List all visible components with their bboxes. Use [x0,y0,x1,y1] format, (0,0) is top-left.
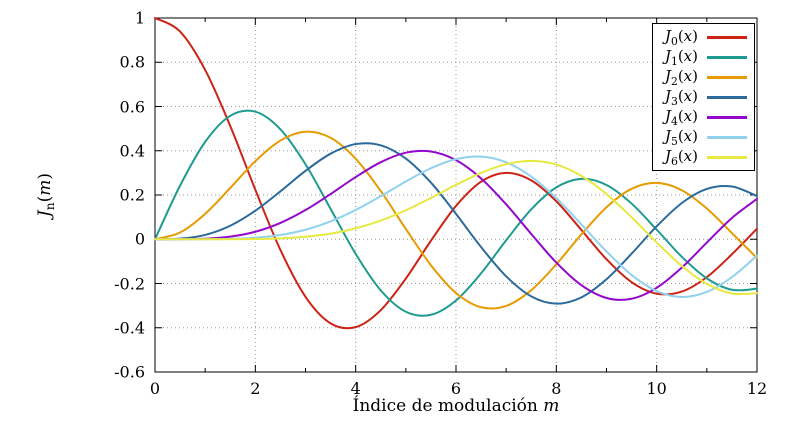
x-axis-label-text: Índice de modulación [352,396,538,416]
legend-item-label: J6(x) [664,146,698,168]
legend-item: J1(x) [664,46,747,68]
y-tick-label: -0.4 [114,318,145,338]
x-tick-label: 12 [746,379,768,398]
legend-line-sample [707,55,747,59]
legend-line-sample [707,95,747,99]
x-axis-label-var: m [543,396,560,416]
y-tick-label: 0.8 [119,52,145,72]
legend-item-label: J2(x) [664,66,698,88]
y-axis-label-close-paren: ) [34,172,55,180]
y-tick-label: 0.2 [119,185,145,205]
legend-item: J4(x) [664,106,747,128]
legend-item-label: J4(x) [664,106,698,128]
x-tick-label: 6 [450,379,462,398]
legend-line-sample [707,75,747,79]
y-axis-label: Jn(m) [35,173,57,217]
y-axis-label-sub: n [43,202,58,211]
legend-line-sample [707,35,747,39]
y-tick-label: 0.6 [119,97,145,116]
y-axis-label-var: m [34,179,55,196]
legend-item: J5(x) [664,126,747,148]
x-tick-label: 0 [149,379,161,398]
x-tick-label: 8 [551,379,562,398]
y-tick-label: 0 [134,229,145,249]
y-tick-label: 1 [134,8,145,28]
legend-item: J6(x) [664,146,747,168]
y-tick-label: -0.6 [114,362,145,382]
legend-line-sample [707,155,747,159]
y-tick-label: 0.4 [119,141,145,161]
legend-line-sample [707,135,747,139]
legend-line-sample [707,115,747,119]
x-axis-label: Índice de modulación m [353,396,560,416]
legend-item-label: J0(x) [664,26,698,48]
legend-item: J2(x) [664,66,747,88]
y-tick-label: -0.2 [114,274,145,293]
legend-item: J3(x) [664,86,747,108]
x-tick-label: 2 [250,379,261,398]
x-tick-label: 4 [350,379,361,398]
legend: J0(x) J1(x) J2(x) J3(x) J4(x) J5(x) J6(x) [651,23,755,171]
y-axis-label-open-paren: ( [34,195,55,203]
y-axis-label-base: J [34,210,55,218]
legend-item-label: J3(x) [664,86,698,108]
x-tick-label: 10 [646,379,667,398]
legend-item: J0(x) [664,26,747,48]
legend-item-label: J1(x) [664,46,698,68]
legend-item-label: J5(x) [664,126,698,148]
